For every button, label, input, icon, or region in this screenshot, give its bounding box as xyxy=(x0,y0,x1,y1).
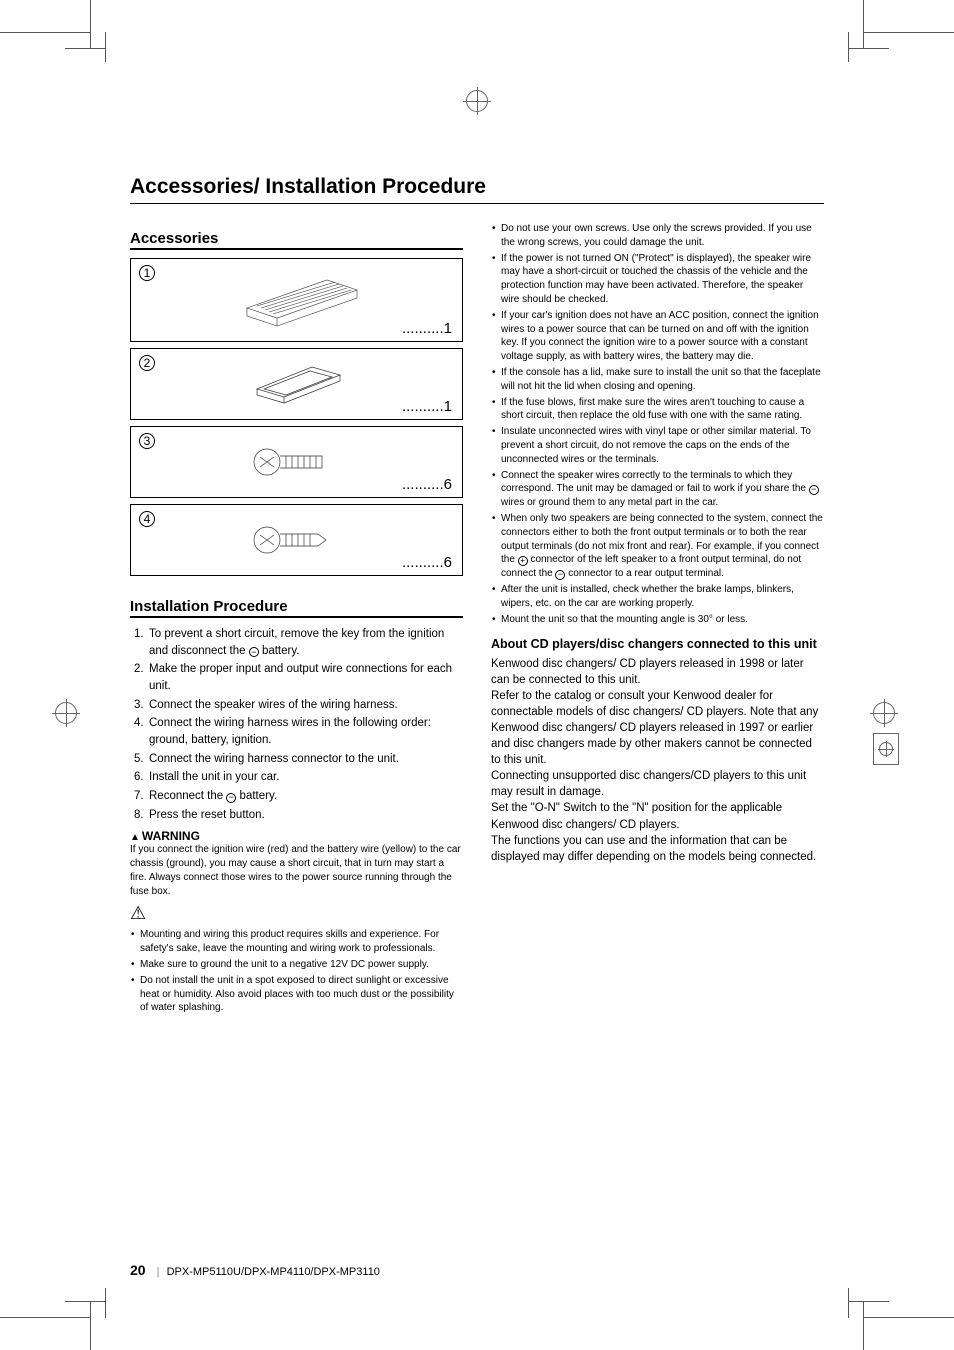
mounting-sleeve-icon xyxy=(227,270,367,330)
crop-mark xyxy=(90,1302,91,1350)
about-heading: About CD players/disc changers connected… xyxy=(491,636,824,652)
crop-mark xyxy=(864,1317,954,1318)
caution-item: If the fuse blows, first make sure the w… xyxy=(501,396,824,424)
page-number: 20 xyxy=(130,1262,146,1278)
crop-mark xyxy=(863,1302,864,1350)
install-step: 2.Make the proper input and output wire … xyxy=(134,661,463,694)
trim-plate-icon xyxy=(242,359,352,409)
accessory-qty: ..........6 xyxy=(402,476,452,493)
crop-mark xyxy=(65,48,105,49)
caution-item: After the unit is installed, check wheth… xyxy=(501,583,824,611)
caution-list-left: Mounting and wiring this product require… xyxy=(130,928,463,1015)
accessory-qty: ..........1 xyxy=(402,320,452,337)
installation-steps: 1.To prevent a short circuit, remove the… xyxy=(130,626,463,823)
crop-mark xyxy=(0,1317,90,1318)
accessory-number: 4 xyxy=(139,511,155,527)
page-content: Accessories/ Installation Procedure Acce… xyxy=(130,60,824,1290)
caution-icon: ⚠ xyxy=(130,903,463,924)
page-footer: 20 DPX-MP5110U/DPX-MP4110/DPX-MP3110 xyxy=(130,1262,380,1278)
crop-mark xyxy=(864,32,954,33)
caution-item: Do not install the unit in a spot expose… xyxy=(140,974,463,1015)
caution-list-right: Do not use your own screws. Use only the… xyxy=(491,222,824,626)
accessories-heading: Accessories xyxy=(130,230,463,250)
accessory-number: 1 xyxy=(139,265,155,281)
install-step: 6.Install the unit in your car. xyxy=(134,769,463,786)
accessory-number: 2 xyxy=(139,355,155,371)
install-step: 8.Press the reset button. xyxy=(134,807,463,824)
crop-mark xyxy=(65,1301,105,1302)
about-body: Kenwood disc changers/ CD players releas… xyxy=(491,656,824,688)
crop-mark xyxy=(90,0,91,48)
crop-mark xyxy=(849,1301,889,1302)
crop-mark xyxy=(849,48,889,49)
accessory-item-3: 3 ..........6 xyxy=(130,426,463,498)
caution-item: Mount the unit so that the mounting angl… xyxy=(501,613,824,627)
accessory-qty: ..........6 xyxy=(402,554,452,571)
crop-mark xyxy=(848,1288,849,1318)
footer-models: DPX-MP5110U/DPX-MP4110/DPX-MP3110 xyxy=(167,1266,380,1278)
crop-mark xyxy=(848,32,849,62)
caution-item: If the power is not turned ON ("Protect"… xyxy=(501,252,824,307)
caution-item: Make sure to ground the unit to a negati… xyxy=(140,958,463,972)
about-body: Connecting unsupported disc changers/CD … xyxy=(491,768,824,800)
warning-text: If you connect the ignition wire (red) a… xyxy=(130,843,463,899)
left-column: Accessories 1 ..........1 2 xyxy=(130,222,463,1017)
screw-a-icon xyxy=(242,439,352,485)
install-step: 7.Reconnect the − battery. xyxy=(134,788,463,805)
install-step: 4.Connect the wiring harness wires in th… xyxy=(134,715,463,748)
accessory-item-2: 2 ..........1 xyxy=(130,348,463,420)
install-step: 5.Connect the wiring harness connector t… xyxy=(134,751,463,768)
install-step: 1.To prevent a short circuit, remove the… xyxy=(134,626,463,659)
screw-b-icon xyxy=(242,517,352,563)
caution-item: If the console has a lid, make sure to i… xyxy=(501,366,824,394)
caution-item: When only two speakers are being connect… xyxy=(501,512,824,581)
accessory-item-1: 1 ..........1 xyxy=(130,258,463,342)
right-column: Do not use your own screws. Use only the… xyxy=(491,222,824,1017)
accessory-qty: ..........1 xyxy=(402,398,452,415)
caution-item: Mounting and wiring this product require… xyxy=(140,928,463,956)
caution-item: Insulate unconnected wires with vinyl ta… xyxy=(501,425,824,466)
warning-heading: WARNING xyxy=(130,829,463,843)
accessory-number: 3 xyxy=(139,433,155,449)
about-body: Set the "O-N" Switch to the "N" position… xyxy=(491,800,824,832)
crop-mark xyxy=(0,32,90,33)
crop-mark xyxy=(863,0,864,48)
installation-heading: Installation Procedure xyxy=(130,598,463,618)
registration-mark-left xyxy=(55,702,77,729)
about-body: Refer to the catalog or consult your Ken… xyxy=(491,688,824,768)
page-title: Accessories/ Installation Procedure xyxy=(130,60,824,204)
caution-item: Do not use your own screws. Use only the… xyxy=(501,222,824,250)
registration-mark-right xyxy=(873,702,899,765)
caution-item: Connect the speaker wires correctly to t… xyxy=(501,469,824,510)
caution-item: If your car's ignition does not have an … xyxy=(501,309,824,364)
accessory-item-4: 4 ..........6 xyxy=(130,504,463,576)
about-body: The functions you can use and the inform… xyxy=(491,833,824,865)
crop-mark xyxy=(105,32,106,62)
crop-mark xyxy=(105,1288,106,1318)
install-step: 3.Connect the speaker wires of the wirin… xyxy=(134,697,463,714)
